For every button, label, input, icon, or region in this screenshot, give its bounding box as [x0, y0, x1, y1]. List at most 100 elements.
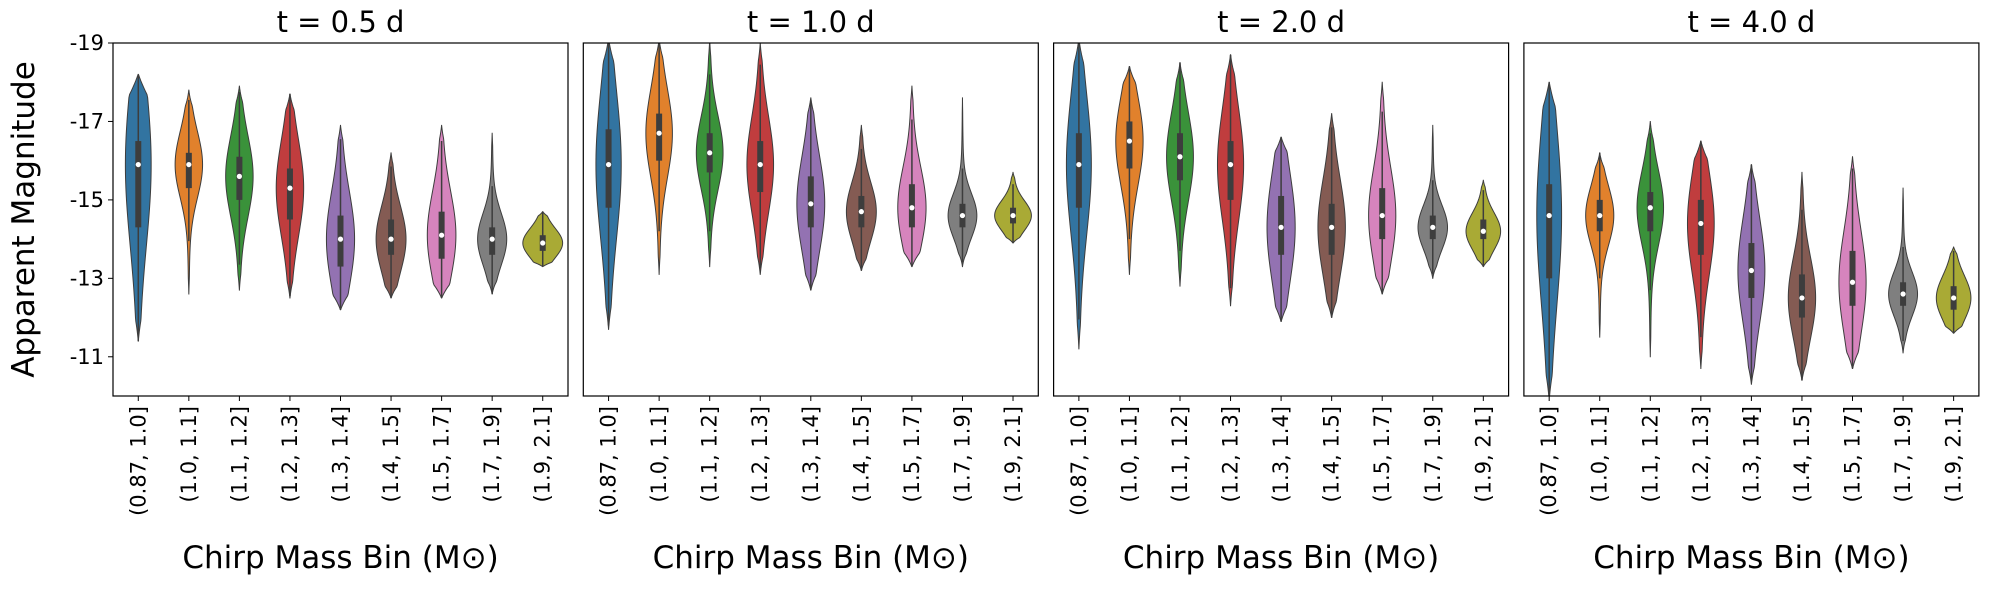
x-tick-label: (1.5, 1.7] [900, 406, 924, 503]
panel-title: t = 0.5 d [277, 5, 405, 39]
x-tick-label: (1.1, 1.2] [1638, 406, 1662, 503]
x-tick-label: (0.87, 1.0] [597, 406, 621, 516]
x-tick-label: (1.3, 1.4] [1739, 406, 1763, 503]
median-dot [1278, 224, 1284, 230]
median-dot [1177, 154, 1183, 160]
x-axis-label: Chirp Mass Bin (M⊙) [182, 540, 498, 576]
median-dot [707, 150, 713, 156]
iqr-box [1227, 141, 1234, 200]
median-dot [1647, 205, 1653, 211]
panel-title: t = 4.0 d [1687, 5, 1815, 39]
x-tick-label: (1.1, 1.2] [227, 406, 251, 503]
x-tick-label: (1.4, 1.5] [379, 406, 403, 503]
median-dot [858, 209, 864, 215]
x-tick-label: (1.7, 1.9] [1891, 406, 1915, 503]
x-tick-label: (1.2, 1.3] [1219, 406, 1243, 503]
median-dot [337, 236, 344, 242]
y-tick-label: -13 [70, 266, 104, 290]
median-dot [1748, 267, 1754, 274]
x-tick-label: (1.1, 1.2] [698, 406, 722, 503]
y-tick-label: -11 [70, 345, 104, 369]
median-dot [1698, 220, 1704, 227]
x-tick-label: (0.87, 1.0] [126, 406, 150, 516]
median-dot [1480, 228, 1486, 234]
x-tick-label: (1.0, 1.1] [1117, 406, 1141, 503]
x-tick-label: (1.2, 1.3] [278, 406, 302, 503]
iqr-box [1126, 121, 1133, 169]
plot-area [124, 73, 564, 342]
x-tick-label: (1.4, 1.5] [1320, 406, 1344, 503]
iqr-box [1075, 133, 1082, 208]
median-dot [236, 173, 242, 179]
x-tick-label: (1.7, 1.9] [480, 406, 504, 503]
median-dot [388, 236, 394, 242]
median-dot [1849, 279, 1856, 285]
median-dot [808, 201, 814, 207]
x-tick-label: (1.4, 1.5] [849, 406, 873, 503]
x-tick-label: (0.87, 1.0] [1067, 406, 1091, 516]
median-dot [489, 236, 495, 242]
x-tick-label: (1.5, 1.7] [1370, 406, 1394, 503]
median-dot [656, 130, 662, 136]
median-dot [1227, 161, 1234, 168]
panel-title: t = 1.0 d [747, 5, 875, 39]
plot-area [595, 43, 1032, 330]
axes-frame [1052, 42, 1510, 397]
x-tick-label: (1.2, 1.3] [748, 406, 772, 503]
median-dot [605, 161, 612, 168]
median-dot [1430, 224, 1436, 230]
iqr-box [656, 113, 663, 161]
x-tick-label: (1.5, 1.7] [1841, 406, 1865, 503]
x-tick-label: (1.3, 1.4] [329, 406, 353, 503]
x-tick-label: (1.7, 1.9] [950, 406, 974, 503]
axes-frame [112, 42, 569, 397]
x-axis-label: Chirp Mass Bin (M⊙) [1123, 540, 1439, 576]
y-axis-label: Apparent Magnitude [6, 61, 42, 378]
iqr-box [605, 129, 612, 208]
x-tick-label: (0.87, 1.0] [1537, 406, 1561, 516]
median-dot [1546, 212, 1552, 219]
x-tick-label: (1.0, 1.1] [1588, 406, 1612, 503]
x-tick-label: (1.5, 1.7] [430, 406, 454, 503]
median-dot [959, 212, 966, 219]
y-tick-label: -17 [70, 109, 104, 133]
axes-frame [582, 42, 1039, 397]
x-tick-label: (1.0, 1.1] [177, 406, 201, 503]
median-dot [1329, 224, 1335, 230]
y-tick-label: -15 [70, 188, 104, 212]
median-dot [1597, 212, 1603, 219]
median-dot [1126, 138, 1133, 144]
iqr-box [1697, 199, 1704, 255]
median-dot [1951, 295, 1957, 301]
median-dot [1379, 212, 1385, 219]
x-tick-label: (1.3, 1.4] [1269, 406, 1293, 503]
iqr-box [185, 152, 192, 189]
axes-frame [1523, 42, 1980, 397]
x-tick-label: (1.7, 1.9] [1421, 406, 1445, 503]
median-dot [135, 161, 141, 168]
median-dot [186, 161, 192, 168]
median-dot [540, 240, 546, 246]
plot-area [1065, 43, 1502, 350]
median-dot [1900, 291, 1906, 297]
median-dot [439, 232, 445, 238]
median-dot [1010, 212, 1016, 219]
x-axis-label: Chirp Mass Bin (M⊙) [653, 540, 969, 576]
x-tick-label: (1.4, 1.5] [1790, 406, 1814, 503]
median-dot [1799, 295, 1805, 301]
x-tick-label: (1.2, 1.3] [1689, 406, 1713, 503]
iqr-box [1849, 250, 1856, 306]
x-tick-label: (1.9, 2.1] [531, 406, 555, 503]
median-dot [287, 185, 293, 191]
x-axis-label: Chirp Mass Bin (M⊙) [1593, 540, 1909, 576]
y-tick-label: -19 [70, 31, 104, 55]
plot-area [1536, 81, 1972, 396]
iqr-box [286, 168, 293, 220]
median-dot [1076, 161, 1082, 168]
panel-title: t = 2.0 d [1217, 5, 1345, 39]
x-tick-label: (1.3, 1.4] [799, 406, 823, 503]
median-dot [757, 161, 763, 168]
iqr-box [135, 141, 142, 228]
